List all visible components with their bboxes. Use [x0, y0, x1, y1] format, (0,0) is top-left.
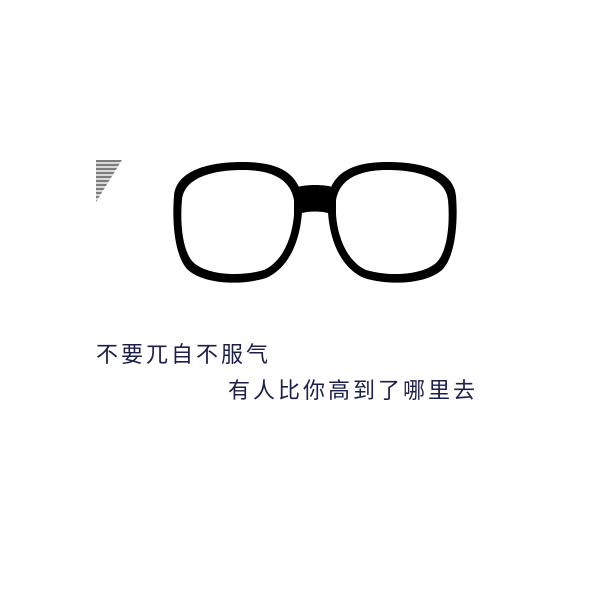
caption-line-1: 不要兀自不服气 — [96, 343, 272, 368]
caption-line-2: 有人比你高到了哪里去 — [228, 379, 479, 404]
corner-fragment — [96, 160, 122, 202]
eyeglasses-icon — [173, 162, 457, 283]
